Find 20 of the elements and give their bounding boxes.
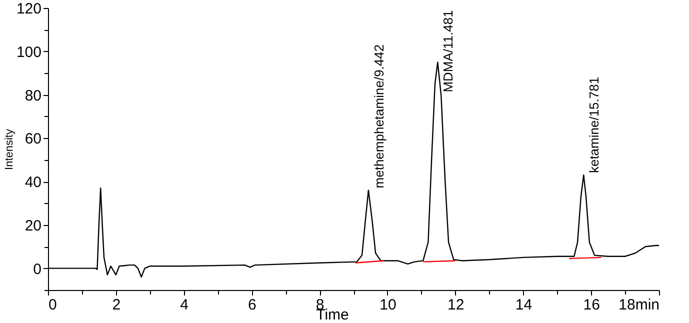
annotation: methemphetamine/9.442 [372,44,387,188]
y-tick-label: 80 [24,87,42,104]
y-tick-label: 40 [24,174,42,192]
x-tick-label: 4 [180,296,188,314]
x-tick-label: 16 [583,296,600,314]
x-tick-label: 6 [248,296,256,314]
y-tick-label: 20 [24,217,42,234]
y-tick-label: 120 [16,0,42,18]
x-tick-label: 12 [447,296,464,314]
annotation: MDMA/11.481 [440,10,456,92]
y-tick-label: 100 [16,44,42,61]
x-tick-label: 10 [380,296,396,314]
annotation: ketamine/15.781 [586,76,602,174]
y-tick-label: 60 [24,130,42,148]
x-tick-label: 18min [618,296,660,314]
y-axis-title: Intensity [3,128,16,170]
x-tick-label: 0 [48,296,57,314]
x-tick-label: 14 [515,296,532,314]
x-tick-label: 2 [112,296,121,314]
y-tick-label: 0 [33,260,42,278]
